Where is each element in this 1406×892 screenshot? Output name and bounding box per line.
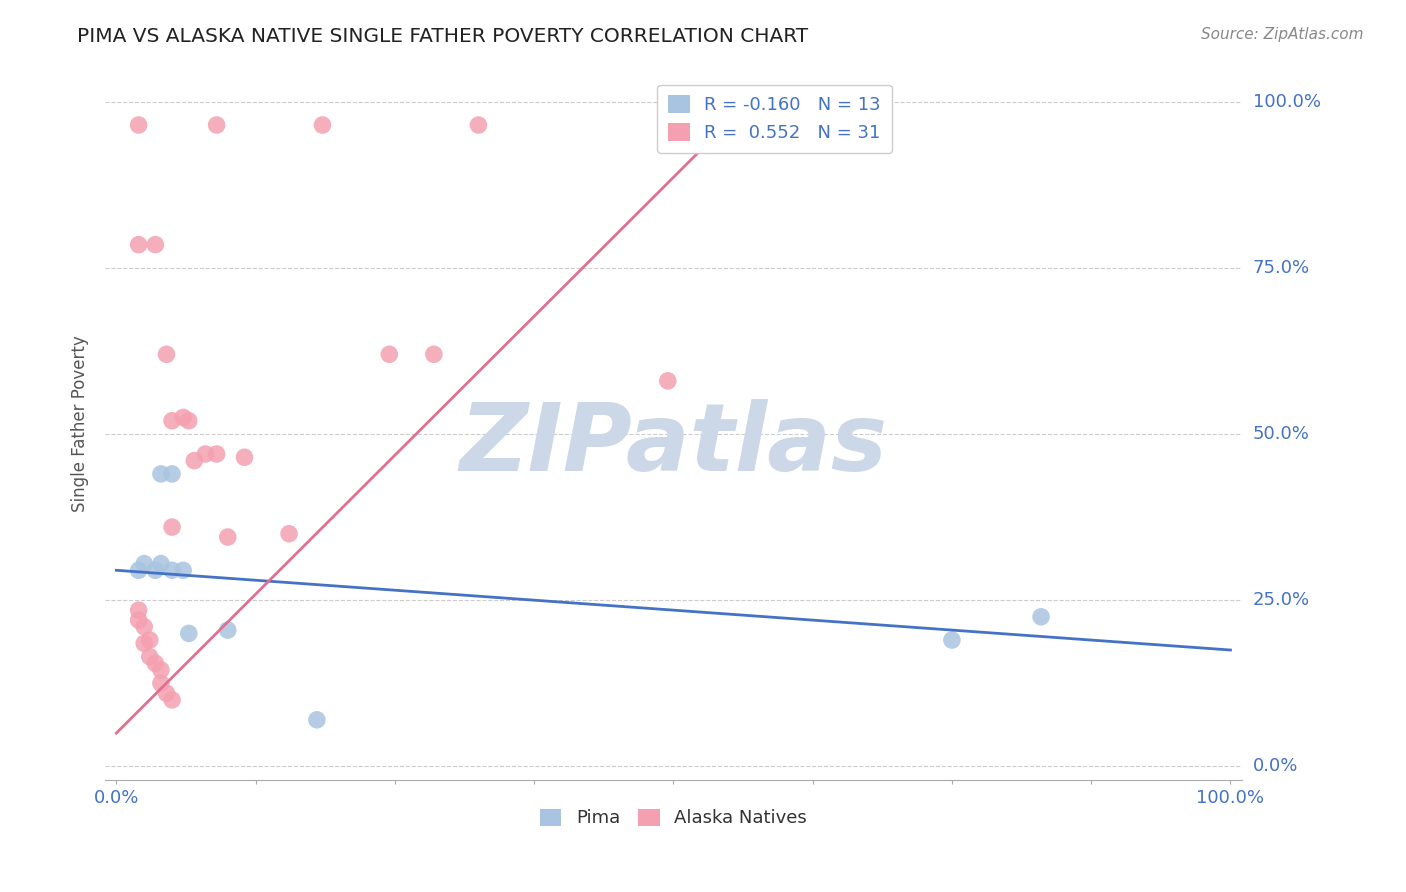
Point — [128, 237, 150, 252]
Point — [155, 347, 177, 361]
Point — [378, 347, 401, 361]
Point — [183, 453, 205, 467]
Point — [941, 633, 963, 648]
Point — [172, 563, 194, 577]
Y-axis label: Single Father Poverty: Single Father Poverty — [72, 335, 89, 512]
Point — [1029, 609, 1052, 624]
Point — [305, 713, 328, 727]
Point — [217, 530, 239, 544]
Point — [160, 414, 183, 428]
Point — [139, 633, 162, 648]
Point — [143, 237, 166, 252]
Point — [155, 686, 177, 700]
Point — [177, 414, 200, 428]
Point — [149, 663, 172, 677]
Point — [233, 450, 256, 465]
Point — [160, 563, 183, 577]
Point — [149, 557, 172, 571]
Text: 0.0%: 0.0% — [1253, 757, 1298, 775]
Text: 50.0%: 50.0% — [1253, 425, 1309, 443]
Point — [160, 467, 183, 481]
Point — [278, 526, 301, 541]
Text: PIMA VS ALASKA NATIVE SINGLE FATHER POVERTY CORRELATION CHART: PIMA VS ALASKA NATIVE SINGLE FATHER POVE… — [77, 27, 808, 45]
Point — [311, 118, 333, 132]
Point — [177, 626, 200, 640]
Text: 75.0%: 75.0% — [1253, 259, 1310, 277]
Point — [128, 603, 150, 617]
Point — [134, 620, 156, 634]
Point — [143, 657, 166, 671]
Text: ZIPatlas: ZIPatlas — [460, 400, 887, 491]
Point — [467, 118, 489, 132]
Point — [205, 118, 228, 132]
Point — [134, 636, 156, 650]
Point — [657, 374, 679, 388]
Point — [194, 447, 217, 461]
Point — [205, 447, 228, 461]
Point — [128, 118, 150, 132]
Point — [139, 649, 162, 664]
Point — [128, 563, 150, 577]
Text: 25.0%: 25.0% — [1253, 591, 1310, 609]
Point — [217, 623, 239, 637]
Text: 100.0%: 100.0% — [1253, 93, 1320, 111]
Point — [143, 563, 166, 577]
Point — [134, 557, 156, 571]
Legend: Pima, Alaska Natives: Pima, Alaska Natives — [533, 801, 814, 835]
Point — [160, 693, 183, 707]
Point — [172, 410, 194, 425]
Text: Source: ZipAtlas.com: Source: ZipAtlas.com — [1201, 27, 1364, 42]
Point — [149, 467, 172, 481]
Point — [128, 613, 150, 627]
Point — [149, 676, 172, 690]
Point — [160, 520, 183, 534]
Point — [423, 347, 446, 361]
